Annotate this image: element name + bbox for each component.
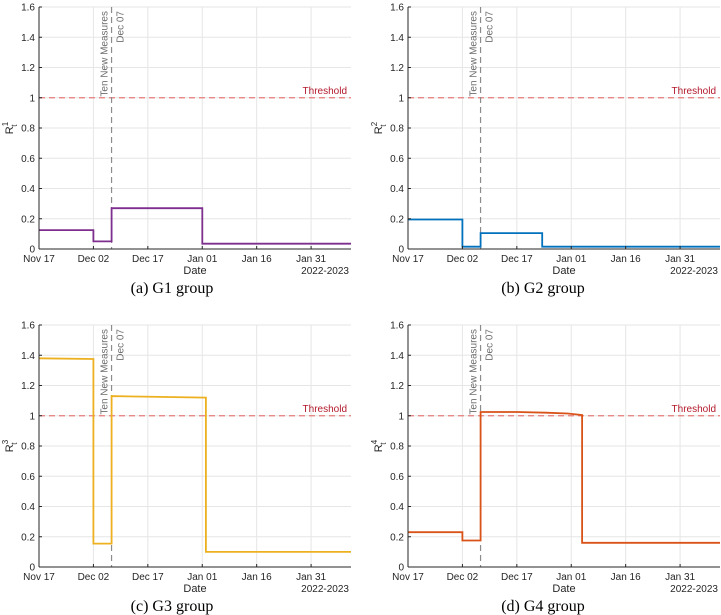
y-tick-label: 1.6 — [21, 321, 35, 332]
event-label-measures: Ten New Measures — [100, 11, 111, 97]
y-tick-label: 0.2 — [21, 214, 35, 225]
y-tick-label: 1.2 — [390, 381, 404, 392]
y-tick-label: 0.4 — [390, 502, 404, 513]
y-tick-label: 1.4 — [390, 351, 404, 362]
threshold-label: Threshold — [672, 404, 716, 415]
year-label: 2022-2023 — [301, 266, 349, 277]
year-label: 2022-2023 — [301, 584, 349, 595]
y-tick-label: 0.6 — [21, 154, 35, 165]
y-tick-label: 0.6 — [21, 472, 35, 483]
event-label-date: Dec 07 — [485, 11, 496, 43]
y-tick-label: 1.4 — [390, 33, 404, 44]
threshold-label: Threshold — [672, 86, 716, 97]
threshold-label: Threshold — [303, 86, 347, 97]
x-tick-label: Dec 02 — [447, 572, 479, 583]
x-tick-label: Jan 16 — [242, 254, 272, 265]
x-axis-label: Date — [183, 583, 206, 595]
panel-caption: (a) G1 group — [131, 280, 214, 297]
y-tick-label: 0.6 — [390, 472, 404, 483]
x-tick-label: Dec 02 — [78, 572, 110, 583]
y-tick-label: 1 — [29, 411, 35, 422]
panel-d: Threshold Ten New Measures Dec 07 0 0.2 0.4 0.… — [370, 321, 720, 615]
y-tick-label: 0.4 — [21, 184, 35, 195]
year-label: 2022-2023 — [670, 584, 718, 595]
x-tick-label: Jan 31 — [296, 572, 326, 583]
panel-c: Threshold Ten New Measures Dec 07 0 0.2 0.4 0.… — [1, 321, 351, 615]
y-tick-label: 0.2 — [390, 532, 404, 543]
x-tick-label: Jan 01 — [187, 572, 217, 583]
y-tick-label: 0.4 — [390, 184, 404, 195]
y-tick-label: 1.6 — [390, 3, 404, 14]
x-tick-label: Dec 17 — [132, 254, 164, 265]
event-label-date: Dec 07 — [485, 329, 496, 361]
y-tick-label: 0.8 — [390, 124, 404, 135]
event-label-measures: Ten New Measures — [469, 329, 480, 415]
y-tick-label: 1 — [398, 93, 404, 104]
threshold-label: Threshold — [303, 404, 347, 415]
y-tick-label: 1.2 — [21, 381, 35, 392]
event-label-date: Dec 07 — [116, 11, 127, 43]
series-line-R2 — [408, 218, 720, 248]
event-label-date: Dec 07 — [116, 329, 127, 361]
panel-b: Threshold Ten New Measures Dec 07 0 0.2 0.4 0.… — [370, 3, 720, 297]
y-tick-label: 0 — [29, 245, 35, 256]
panel-caption: (c) G3 group — [131, 598, 214, 615]
y-tick-label: 0.8 — [21, 124, 35, 135]
y-tick-label: 1.6 — [390, 321, 404, 332]
x-tick-label: Nov 17 — [23, 254, 55, 265]
x-tick-label: Jan 16 — [611, 254, 641, 265]
x-axis-label: Date — [183, 265, 206, 277]
y-tick-label: 0.2 — [390, 214, 404, 225]
y-tick-label: 0.8 — [21, 442, 35, 453]
y-tick-label: 0.6 — [390, 154, 404, 165]
y-axis-label: R1t — [1, 121, 19, 134]
y-tick-label: 1.2 — [21, 63, 35, 74]
y-tick-label: 1.4 — [21, 351, 35, 362]
x-tick-label: Nov 17 — [23, 572, 55, 583]
x-tick-label: Dec 02 — [78, 254, 110, 265]
series-line-R1 — [39, 207, 351, 245]
y-tick-label: 1 — [29, 93, 35, 104]
x-tick-label: Jan 31 — [665, 254, 695, 265]
y-tick-label: 1 — [398, 411, 404, 422]
event-label-measures: Ten New Measures — [100, 329, 111, 415]
y-tick-label: 1.2 — [390, 63, 404, 74]
x-tick-label: Jan 31 — [665, 572, 695, 583]
y-tick-label: 0.4 — [21, 502, 35, 513]
series-line-R3 — [38, 357, 351, 553]
x-tick-label: Nov 17 — [392, 254, 424, 265]
y-tick-label: 0.2 — [21, 532, 35, 543]
x-tick-label: Dec 02 — [447, 254, 479, 265]
series-line-R4 — [408, 411, 720, 544]
x-tick-label: Jan 01 — [556, 254, 586, 265]
x-tick-label: Nov 17 — [392, 572, 424, 583]
panel-a: Threshold Ten New Measures Dec 07 0 0.2 0.4 0.… — [1, 3, 351, 297]
y-tick-label: 0.8 — [390, 442, 404, 453]
y-axis-label: R4t — [370, 439, 388, 452]
y-tick-label: 1.6 — [21, 3, 35, 14]
y-tick-label: 1.4 — [21, 33, 35, 44]
panel-caption: (b) G2 group — [501, 280, 585, 297]
x-tick-label: Jan 16 — [611, 572, 641, 583]
event-label-measures: Ten New Measures — [469, 11, 480, 97]
x-axis-label: Date — [552, 265, 575, 277]
x-tick-label: Dec 17 — [501, 572, 533, 583]
y-axis-label: R2t — [370, 121, 388, 134]
x-axis-label: Date — [552, 583, 575, 595]
x-tick-label: Jan 16 — [242, 572, 272, 583]
x-tick-label: Dec 17 — [501, 254, 533, 265]
x-tick-label: Jan 01 — [187, 254, 217, 265]
year-label: 2022-2023 — [670, 266, 718, 277]
x-tick-label: Jan 01 — [556, 572, 586, 583]
x-tick-label: Dec 17 — [132, 572, 164, 583]
y-tick-label: 0 — [398, 563, 404, 574]
y-axis-label: R3t — [1, 439, 19, 452]
x-tick-label: Jan 31 — [296, 254, 326, 265]
y-tick-label: 0 — [29, 563, 35, 574]
panel-caption: (d) G4 group — [501, 598, 585, 615]
y-tick-label: 0 — [398, 245, 404, 256]
